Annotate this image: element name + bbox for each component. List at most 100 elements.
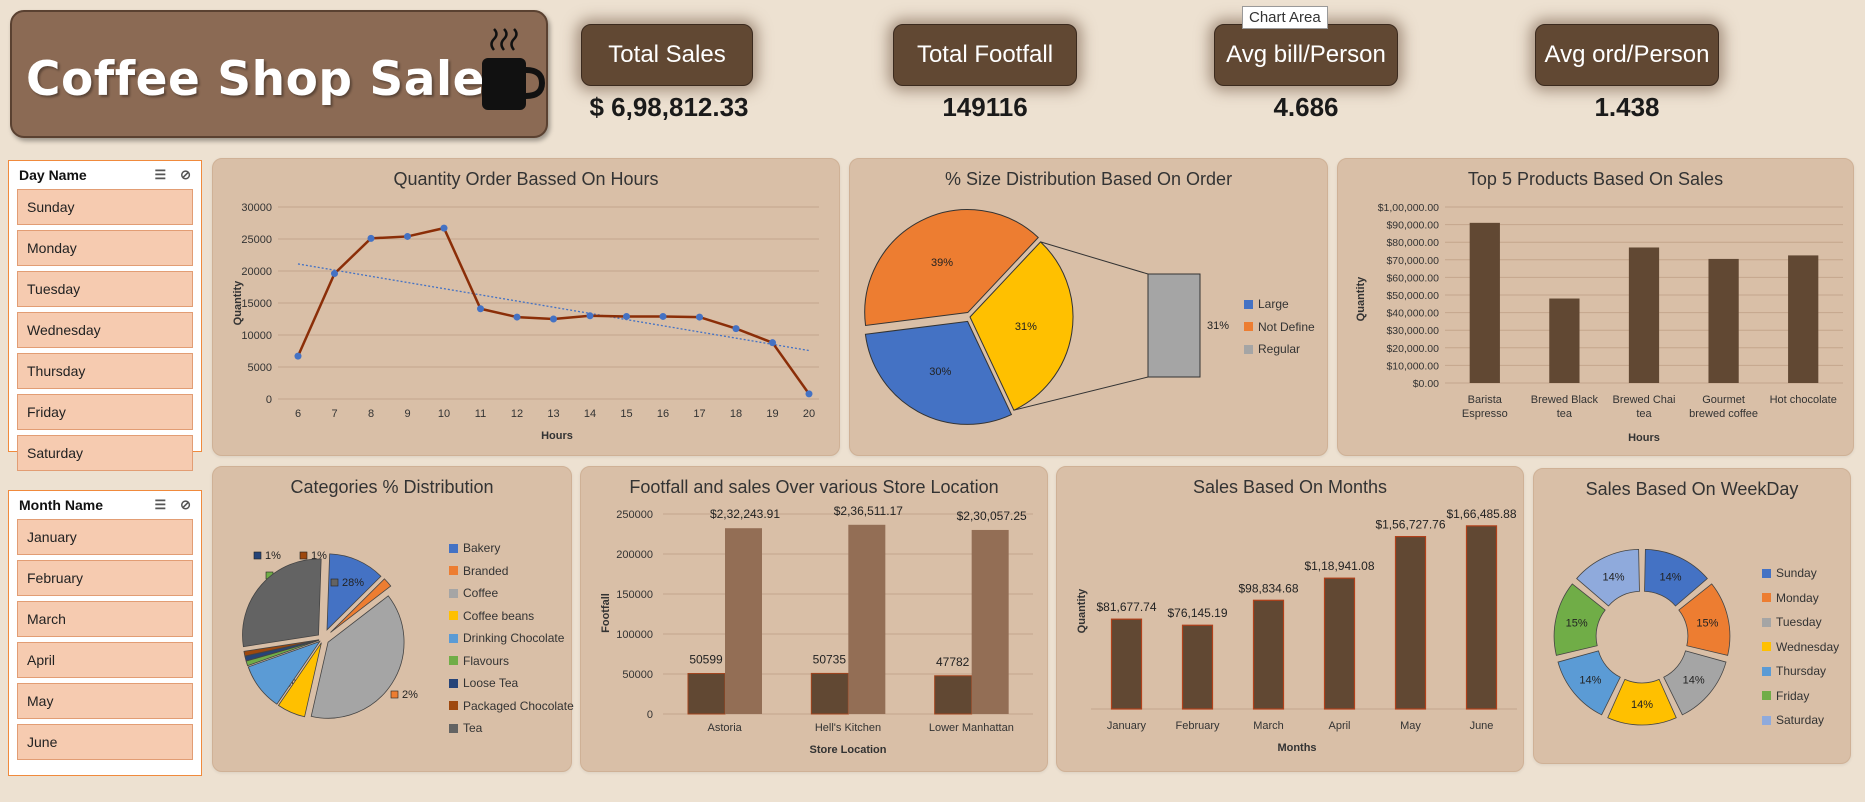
chart-title: Categories % Distribution: [290, 477, 494, 497]
x-tick-label: Brewed Chai tea: [1613, 394, 1676, 420]
donut-slice: [1678, 583, 1731, 656]
data-label: 47782: [936, 655, 970, 669]
bar: [1465, 525, 1498, 710]
x-tick-label: 11: [475, 408, 486, 420]
chart-panel-categories[interactable]: Categories % Distribution 12%2%39%6%10%1…: [212, 466, 574, 772]
day-slicer-title: Day Name: [19, 167, 87, 183]
y-tick-label: 100000: [616, 629, 653, 641]
data-label: $1,66,485.88: [1446, 507, 1516, 521]
y-tick-label: 250000: [616, 509, 653, 521]
data-label: $98,834.68: [1238, 581, 1298, 595]
y-tick-label: 150000: [616, 589, 653, 601]
multi-select-icon[interactable]: ☰: [154, 497, 167, 512]
y-tick-label: 50000: [622, 669, 653, 681]
x-tick-label: Gourmet brewed coffee: [1689, 394, 1758, 420]
pie-slice: [243, 639, 320, 657]
bar-chart-products: $0.00 $10,000.00 $20,000.00 $30,000.00 $40,0…: [1355, 202, 1843, 444]
legend-item: Tuesday: [1762, 610, 1839, 635]
slicer-item-may[interactable]: May: [17, 683, 193, 719]
data-point: [440, 224, 448, 232]
multi-select-icon[interactable]: ☰: [154, 167, 167, 182]
donut-slice: [1644, 548, 1708, 607]
pie-slice: [969, 241, 1074, 411]
bar: [848, 524, 886, 714]
y-tick-label: $20,000.00: [1386, 343, 1439, 355]
y-tick-label: 25000: [241, 234, 272, 246]
data-point: [696, 313, 703, 321]
x-tick-label: May: [1400, 720, 1421, 732]
kpi-avg-order-label: Avg ord/Person: [1535, 24, 1719, 86]
chart-title: Sales Based On WeekDay: [1585, 479, 1799, 499]
x-tick-label: March: [1253, 720, 1284, 732]
month-name-slicer: Month Name ☰ ⊘ January February March Apr…: [8, 490, 202, 776]
chart-title: Top 5 Products Based On Sales: [1467, 169, 1724, 189]
donut-slice: [1576, 548, 1640, 607]
slicer-item-february[interactable]: February: [17, 560, 193, 596]
data-point: [586, 312, 594, 320]
slicer-item-april[interactable]: April: [17, 642, 193, 678]
slicer-item-friday[interactable]: Friday: [17, 394, 193, 430]
slicer-item-saturday[interactable]: Saturday: [17, 435, 193, 471]
legend-item: Saturday: [1762, 708, 1839, 733]
slicer-item-thursday[interactable]: Thursday: [17, 353, 193, 389]
x-tick-label: 6: [295, 408, 301, 420]
y-tick-label: $0.00: [1413, 378, 1439, 390]
y-axis-title: Quantity: [232, 280, 244, 325]
data-label: $2,36,511.17: [834, 504, 904, 518]
x-tick-label: 8: [368, 408, 374, 420]
slicer-item-tuesday[interactable]: Tuesday: [17, 271, 193, 307]
legend: Large Not Define Regular: [1244, 293, 1315, 361]
x-axis-title: Hours: [1628, 432, 1660, 444]
kpi-avg-bill-label: Avg bill/Person: [1214, 24, 1398, 86]
chart-panel-size[interactable]: % Size Distribution Based On Order 31% 30…: [849, 158, 1328, 456]
slicer-item-wednesday[interactable]: Wednesday: [17, 312, 193, 348]
slicer-item-june[interactable]: June: [17, 724, 193, 760]
y-tick-label: $40,000.00: [1386, 308, 1439, 320]
slicer-item-sunday[interactable]: Sunday: [17, 189, 193, 225]
bar: [1628, 247, 1660, 383]
x-axis-title: Store Location: [809, 744, 886, 756]
data-point: [331, 270, 338, 278]
pie-chart-categories: 12%2%39%6%10%1%1%1%28%: [242, 550, 418, 719]
y-tick-label: $30,000.00: [1386, 325, 1439, 337]
legend-item: Wednesday: [1762, 635, 1839, 660]
data-label: 15%: [1566, 617, 1588, 629]
legend-item: Flavours: [449, 650, 574, 673]
data-label: 39%: [931, 257, 953, 269]
chart-panel-weekday[interactable]: Sales Based On WeekDay 14% 15% 14% 14% 14% 15…: [1533, 468, 1851, 764]
chart-area-tooltip: Chart Area: [1242, 6, 1328, 29]
x-tick-label: 19: [766, 408, 778, 420]
x-tick-label: 16: [657, 408, 669, 420]
data-point: [513, 313, 521, 321]
label-swatch: [253, 551, 262, 560]
chart-panel-products[interactable]: Top 5 Products Based On Sales $0.00 $10,0…: [1337, 158, 1854, 456]
slicer-item-march[interactable]: March: [17, 601, 193, 637]
chart-panel-stores[interactable]: Footfall and sales Over various Store Lo…: [580, 466, 1048, 772]
legend-item: Coffee beans: [449, 605, 574, 628]
bar: [687, 673, 726, 715]
bar: [1788, 255, 1819, 383]
bar: [1394, 535, 1427, 710]
donut-slice: [1607, 678, 1677, 726]
y-tick-label: 15000: [241, 298, 272, 310]
y-tick-label: 0: [647, 709, 653, 721]
slicer-item-monday[interactable]: Monday: [17, 230, 193, 266]
x-axis-title: Hours: [541, 430, 573, 442]
clear-filter-icon[interactable]: ⊘: [180, 167, 191, 182]
bar: [810, 672, 849, 715]
chart-panel-hours[interactable]: Quantity Order Bassed On Hours 0 5000 1000…: [212, 158, 840, 456]
x-tick-label: 12: [511, 408, 523, 420]
data-label: 28%: [342, 577, 364, 589]
y-tick-label: 0: [266, 394, 272, 406]
clear-filter-icon[interactable]: ⊘: [180, 497, 191, 512]
slicer-item-january[interactable]: January: [17, 519, 193, 555]
line-chart-hours: 0 5000 10000 15000 20000 25000 30000 6 7 8 9 10 11 12…: [232, 202, 819, 442]
donut-chart-weekday: 14% 15% 14% 14% 14% 15% 14%: [1553, 548, 1731, 726]
chart-panel-months[interactable]: Sales Based On Months $81,677.74 January $…: [1056, 466, 1524, 772]
y-tick-label: $70,000.00: [1386, 255, 1439, 267]
data-label: 2%: [402, 689, 418, 701]
bar-chart-stores: 0 50000 100000 150000 200000 250000 50599 $2,32…: [600, 504, 1033, 756]
data-label: 14%: [1683, 675, 1705, 687]
pie-slice: [864, 209, 1039, 327]
kpi-total-sales-value: $ 6,98,812.33: [589, 92, 749, 122]
